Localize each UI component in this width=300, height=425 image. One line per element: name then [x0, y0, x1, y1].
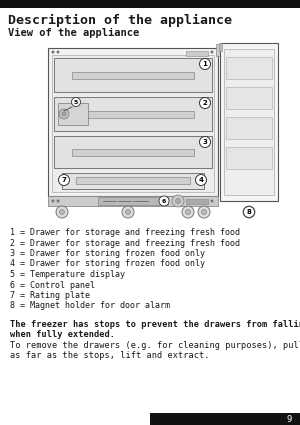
- Circle shape: [56, 206, 68, 218]
- Bar: [54, 97, 212, 131]
- Circle shape: [159, 196, 169, 206]
- Text: 6 = Control panel: 6 = Control panel: [10, 280, 95, 289]
- Text: To remove the drawers (e.g. for cleaning purposes), pull them out: To remove the drawers (e.g. for cleaning…: [10, 341, 300, 350]
- Circle shape: [185, 210, 190, 215]
- Circle shape: [196, 175, 206, 185]
- Circle shape: [52, 199, 55, 202]
- Text: 3: 3: [202, 139, 207, 145]
- Bar: [226, 147, 272, 169]
- Circle shape: [71, 97, 80, 107]
- Circle shape: [56, 51, 59, 54]
- Text: 4: 4: [199, 177, 203, 183]
- Text: View of the appliance: View of the appliance: [8, 28, 139, 38]
- Text: as far as the stops, lift and extract.: as far as the stops, lift and extract.: [10, 351, 209, 360]
- Circle shape: [52, 51, 55, 54]
- Text: 9: 9: [286, 416, 292, 425]
- Circle shape: [202, 210, 206, 215]
- Circle shape: [125, 210, 130, 215]
- Circle shape: [62, 112, 66, 116]
- Circle shape: [122, 206, 134, 218]
- Circle shape: [200, 136, 211, 147]
- Circle shape: [59, 109, 69, 119]
- Bar: [186, 199, 208, 204]
- Bar: [48, 48, 218, 196]
- Bar: [226, 117, 272, 139]
- Bar: [0, 0, 300, 8]
- Circle shape: [59, 210, 64, 215]
- Bar: [54, 58, 212, 92]
- Text: 1: 1: [202, 61, 207, 67]
- Bar: [224, 49, 274, 195]
- Text: 3 = Drawer for storing frozen food only: 3 = Drawer for storing frozen food only: [10, 249, 205, 258]
- Text: 4 = Drawer for storing frozen food only: 4 = Drawer for storing frozen food only: [10, 260, 205, 269]
- Text: Description of the appliance: Description of the appliance: [8, 14, 232, 27]
- Bar: [226, 87, 272, 109]
- Bar: [54, 136, 212, 168]
- Bar: [72, 72, 194, 79]
- Text: 5 = Temperature display: 5 = Temperature display: [10, 270, 125, 279]
- Text: The freezer has stops to prevent the drawers from falling out: The freezer has stops to prevent the dra…: [10, 320, 300, 329]
- Circle shape: [200, 97, 211, 108]
- Circle shape: [200, 59, 211, 70]
- Text: 6: 6: [162, 198, 166, 204]
- Circle shape: [243, 206, 255, 218]
- Circle shape: [211, 51, 214, 54]
- Bar: [58, 103, 88, 125]
- Circle shape: [172, 195, 184, 207]
- Bar: [226, 57, 272, 79]
- Circle shape: [176, 198, 181, 204]
- Bar: [219, 43, 222, 51]
- Circle shape: [58, 175, 70, 185]
- Circle shape: [244, 207, 254, 218]
- Circle shape: [247, 210, 251, 215]
- Bar: [72, 149, 194, 156]
- Bar: [216, 44, 221, 56]
- Bar: [82, 111, 194, 118]
- Text: 8: 8: [247, 209, 251, 215]
- Text: 2: 2: [202, 100, 207, 106]
- Circle shape: [56, 199, 59, 202]
- Circle shape: [198, 206, 210, 218]
- Circle shape: [211, 199, 214, 202]
- Bar: [186, 51, 208, 56]
- Bar: [76, 177, 190, 184]
- Text: 1 = Drawer for storage and freezing fresh food: 1 = Drawer for storage and freezing fres…: [10, 228, 240, 237]
- Bar: [98, 197, 168, 205]
- Bar: [48, 196, 218, 206]
- Text: 7: 7: [61, 177, 66, 183]
- Text: 7 = Rating plate: 7 = Rating plate: [10, 291, 90, 300]
- Bar: [150, 413, 300, 425]
- Bar: [220, 43, 278, 201]
- Bar: [52, 55, 214, 192]
- Circle shape: [182, 206, 194, 218]
- Text: when fully extended.: when fully extended.: [10, 330, 115, 339]
- Bar: [62, 173, 204, 189]
- Text: 8 = Magnet holder for door alarm: 8 = Magnet holder for door alarm: [10, 301, 170, 311]
- Text: 5: 5: [74, 99, 78, 105]
- Text: 2 = Drawer for storage and freezing fresh food: 2 = Drawer for storage and freezing fres…: [10, 238, 240, 247]
